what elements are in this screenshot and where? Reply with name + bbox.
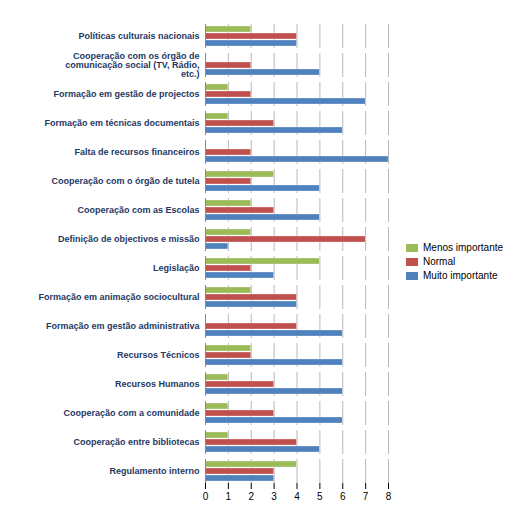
svg-text:3: 3 bbox=[271, 490, 277, 501]
svg-text:5: 5 bbox=[317, 490, 323, 501]
svg-text:Cooperação com os órgão decomu: Cooperação com os órgão decomunicação so… bbox=[65, 51, 199, 79]
svg-text:Formação em gestão de projecto: Formação em gestão de projectos bbox=[53, 89, 199, 99]
svg-text:Formação em animação sociocult: Formação em animação sociocultural bbox=[38, 292, 199, 302]
svg-text:Recursos Humanos: Recursos Humanos bbox=[115, 379, 200, 389]
html-text:Menos importante: Menos importante bbox=[423, 242, 503, 253]
svg-text:0: 0 bbox=[203, 490, 209, 501]
html-text:Muito importante: Muito importante bbox=[423, 270, 498, 281]
svg-text:Cooperação com o órgão de tute: Cooperação com o órgão de tutela bbox=[51, 176, 200, 186]
svg-text:Políticas culturais nacionais: Políticas culturais nacionais bbox=[78, 31, 199, 41]
svg-text:4: 4 bbox=[294, 490, 300, 501]
svg-text:Falta de recursos financeiros: Falta de recursos financeiros bbox=[74, 147, 199, 157]
svg-text:6: 6 bbox=[340, 490, 346, 501]
svg-text:Cooperação entre bibliotecas: Cooperação entre bibliotecas bbox=[73, 437, 199, 447]
svg-text:Regulamento interno: Regulamento interno bbox=[109, 466, 200, 476]
svg-text:Cooperação com as Escolas: Cooperação com as Escolas bbox=[77, 205, 199, 215]
svg-text:Legislação: Legislação bbox=[153, 263, 200, 273]
svg-text:7: 7 bbox=[363, 490, 369, 501]
svg-text:Cooperação com a comunidade: Cooperação com a comunidade bbox=[63, 408, 199, 418]
svg-text:2: 2 bbox=[248, 490, 254, 501]
html-text:Normal: Normal bbox=[423, 256, 456, 267]
svg-text:Definição de objectivos e miss: Definição de objectivos e missão bbox=[58, 234, 200, 244]
svg-text:8: 8 bbox=[386, 490, 392, 501]
svg-text:Recursos Técnicos: Recursos Técnicos bbox=[117, 350, 200, 360]
svg-text:Formação em técnicas documenta: Formação em técnicas documentais bbox=[44, 118, 199, 128]
svg-text:1: 1 bbox=[226, 490, 232, 501]
svg-text:Formação em gestão administrat: Formação em gestão administrativa bbox=[46, 321, 201, 331]
